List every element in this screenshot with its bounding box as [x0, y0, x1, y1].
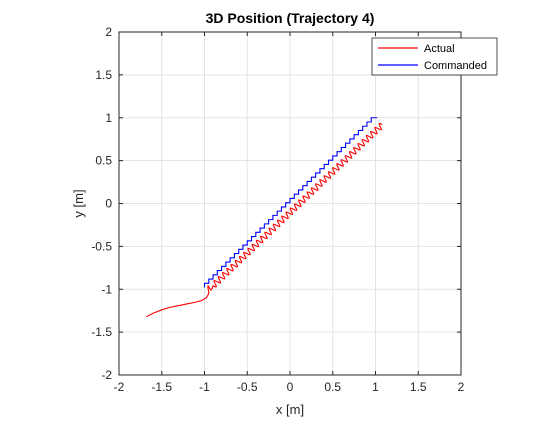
legend: Actual Commanded: [371, 37, 498, 76]
x-axis-label: x [m]: [276, 402, 304, 417]
y-tick-label: -1.5: [91, 325, 112, 339]
y-tick-label: 1: [105, 111, 112, 125]
x-tick-label: 0: [287, 380, 294, 394]
grid: [119, 32, 461, 375]
y-tick-label: 0: [105, 197, 112, 211]
y-tick-label: 1.5: [95, 68, 112, 82]
series-line-actual: [146, 122, 383, 318]
x-tick-label: -0.5: [237, 380, 258, 394]
y-tick-label: 0.5: [95, 154, 112, 168]
series: [146, 117, 383, 318]
x-tick-label: 1: [372, 380, 379, 394]
x-tick-label: 2: [458, 380, 465, 394]
legend-label-actual: Actual: [424, 43, 455, 55]
x-tick-label: -1: [199, 380, 210, 394]
chart-title: 3D Position (Trajectory 4): [206, 10, 375, 26]
legend-box: [371, 37, 498, 76]
y-tick-label: -2: [101, 368, 112, 382]
y-tick-label: -1: [101, 282, 112, 296]
y-axis-label: y [m]: [71, 189, 86, 217]
ticks: -2 -1.5 -1 -0.5 0 0.5 1 1.5 2 -2 -1.5 -1 -0.5 0 0.5 1 1.…: [91, 25, 464, 394]
series-line-commanded: [203, 117, 378, 288]
legend-label-commanded: Commanded: [424, 60, 487, 72]
y-tick-label: -0.5: [91, 239, 112, 253]
x-tick-label: 1.5: [410, 380, 427, 394]
x-tick-label: -2: [114, 380, 125, 394]
y-tick-label: 2: [105, 25, 112, 39]
x-tick-label: 0.5: [324, 380, 341, 394]
x-tick-label: -1.5: [151, 380, 172, 394]
